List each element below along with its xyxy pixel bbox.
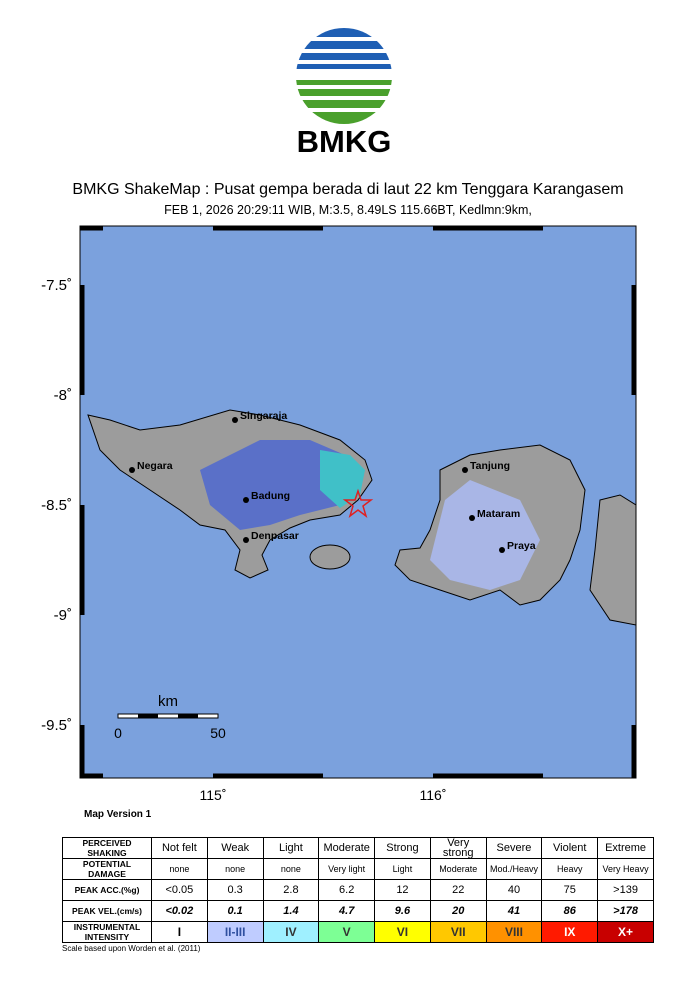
legend-cell: Violent bbox=[541, 837, 599, 859]
city-label: Praya bbox=[507, 540, 536, 552]
islands bbox=[87, 409, 637, 626]
legend-cell: none bbox=[206, 858, 264, 880]
legend-cell: none bbox=[262, 858, 320, 880]
legend-cell: 75 bbox=[541, 879, 599, 901]
lat-label: -9.5˚ bbox=[41, 717, 72, 734]
row-label: PEAK ACC.(%g) bbox=[62, 879, 152, 901]
legend-cell: 2.8 bbox=[262, 879, 320, 901]
subtitle: FEB 1, 2026 20:29:11 WIB, M:3.5, 8.49LS … bbox=[164, 203, 532, 217]
city-label: Denpasar bbox=[251, 530, 299, 542]
scale-bar: km 0 50 bbox=[114, 693, 226, 741]
legend-cell: Very light bbox=[318, 858, 376, 880]
legend-cell: Heavy bbox=[541, 858, 599, 880]
epicenter bbox=[342, 488, 374, 518]
city-label: Badung bbox=[251, 490, 290, 502]
city-dot bbox=[129, 467, 135, 473]
lon-label: 116˚ bbox=[420, 787, 447, 803]
legend-row: PEAK ACC.(%g) <0.05 0.3 2.8 6.2 12 22 40 75 >139 bbox=[62, 879, 654, 901]
scale-unit: km bbox=[158, 693, 178, 710]
legend-cell: 0.1 bbox=[206, 900, 264, 922]
legend-cell: >178 bbox=[597, 900, 654, 922]
city-label: Tanjung bbox=[470, 460, 510, 472]
legend-cell: 6.2 bbox=[318, 879, 376, 901]
legend-cell: X+ bbox=[597, 921, 654, 943]
legend-cell: Light bbox=[374, 858, 431, 880]
legend-cell: Moderate bbox=[318, 837, 376, 859]
legend-row: POTENTIAL DAMAGE none none none Very light Li… bbox=[62, 858, 654, 880]
intensity-legend: PERCEIVED SHAKING Not felt Weak Light Modera… bbox=[62, 837, 654, 943]
city-label: Negara bbox=[137, 460, 173, 472]
row-label: POTENTIAL DAMAGE bbox=[62, 858, 152, 880]
city-dot bbox=[243, 497, 249, 503]
logo-text: BMKG bbox=[297, 124, 392, 159]
legend-cell: 12 bbox=[374, 879, 431, 901]
legend-cell: Not felt bbox=[151, 837, 208, 859]
legend-cell: >139 bbox=[597, 879, 654, 901]
legend-cell: IX bbox=[541, 921, 599, 943]
legend-row: INSTRUMENTAL INTENSITY I II-III IV V VI VII VII… bbox=[62, 921, 654, 943]
legend-cell: <0.02 bbox=[151, 900, 208, 922]
legend-cell: Moderate bbox=[429, 858, 487, 880]
row-label: INSTRUMENTAL INTENSITY bbox=[62, 921, 152, 943]
legend-cell: IV bbox=[262, 921, 320, 943]
legend-cell: Very Heavy bbox=[597, 858, 654, 880]
legend-cell: <0.05 bbox=[151, 879, 208, 901]
legend-cell: VI bbox=[374, 921, 431, 943]
legend-cell: 1.4 bbox=[262, 900, 320, 922]
legend-cell: 41 bbox=[485, 900, 543, 922]
city-dot bbox=[232, 417, 238, 423]
city-dot bbox=[469, 515, 475, 521]
legend-cell: 20 bbox=[429, 900, 487, 922]
city-dot bbox=[462, 467, 468, 473]
map-version: Map Version 1 bbox=[84, 809, 152, 820]
legend-cell: none bbox=[151, 858, 208, 880]
legend-row: PERCEIVED SHAKING Not felt Weak Light Modera… bbox=[62, 837, 654, 859]
cities: Singaraja Negara Badung Denpasar Tanjung Mata… bbox=[129, 410, 536, 553]
legend-cell: Mod./Heavy bbox=[485, 858, 543, 880]
city-dot bbox=[243, 537, 249, 543]
legend-cell: VII bbox=[429, 921, 487, 943]
legend-cell: Strong bbox=[374, 837, 431, 859]
scale-label: 50 bbox=[210, 725, 226, 741]
legend-cell: VIII bbox=[485, 921, 543, 943]
city-dot bbox=[499, 547, 505, 553]
legend-cell: I bbox=[151, 921, 208, 943]
legend-cell: Weak bbox=[206, 837, 264, 859]
lat-label: -8.5˚ bbox=[41, 497, 72, 514]
legend-cell: 22 bbox=[429, 879, 487, 901]
city-label: Mataram bbox=[477, 508, 520, 520]
scale-label: 0 bbox=[114, 725, 122, 741]
legend-cell: II-III bbox=[206, 921, 264, 943]
legend-cell: Severe bbox=[485, 837, 543, 859]
legend-cell: Very strong bbox=[429, 837, 487, 859]
lon-label: 115˚ bbox=[200, 787, 227, 803]
lat-label: -8˚ bbox=[54, 387, 72, 404]
legend-cell: 86 bbox=[541, 900, 599, 922]
footnote: Scale based upon Worden et al. (2011) bbox=[62, 944, 201, 953]
legend-cell: 4.7 bbox=[318, 900, 376, 922]
lat-label: -7.5˚ bbox=[41, 277, 72, 294]
row-label: PEAK VEL.(cm/s) bbox=[62, 900, 152, 922]
map-axes: -7.5˚ -8˚ -8.5˚ -9˚ -9.5˚ 115˚ 116˚ bbox=[41, 277, 446, 803]
title: BMKG ShakeMap : Pusat gempa berada di la… bbox=[72, 181, 623, 198]
row-label: PERCEIVED SHAKING bbox=[62, 837, 152, 859]
legend-cell: Light bbox=[262, 837, 320, 859]
legend-cell: 9.6 bbox=[374, 900, 431, 922]
legend-cell: 40 bbox=[485, 879, 543, 901]
lat-label: -9˚ bbox=[54, 607, 72, 624]
legend-cell: Extreme bbox=[597, 837, 654, 859]
logo bbox=[296, 28, 392, 124]
city-label: Singaraja bbox=[240, 410, 287, 422]
legend-cell: 0.3 bbox=[206, 879, 264, 901]
legend-row: PEAK VEL.(cm/s) <0.02 0.1 1.4 4.7 9.6 20 41 86 >1… bbox=[62, 900, 654, 922]
legend-cell: V bbox=[318, 921, 376, 943]
